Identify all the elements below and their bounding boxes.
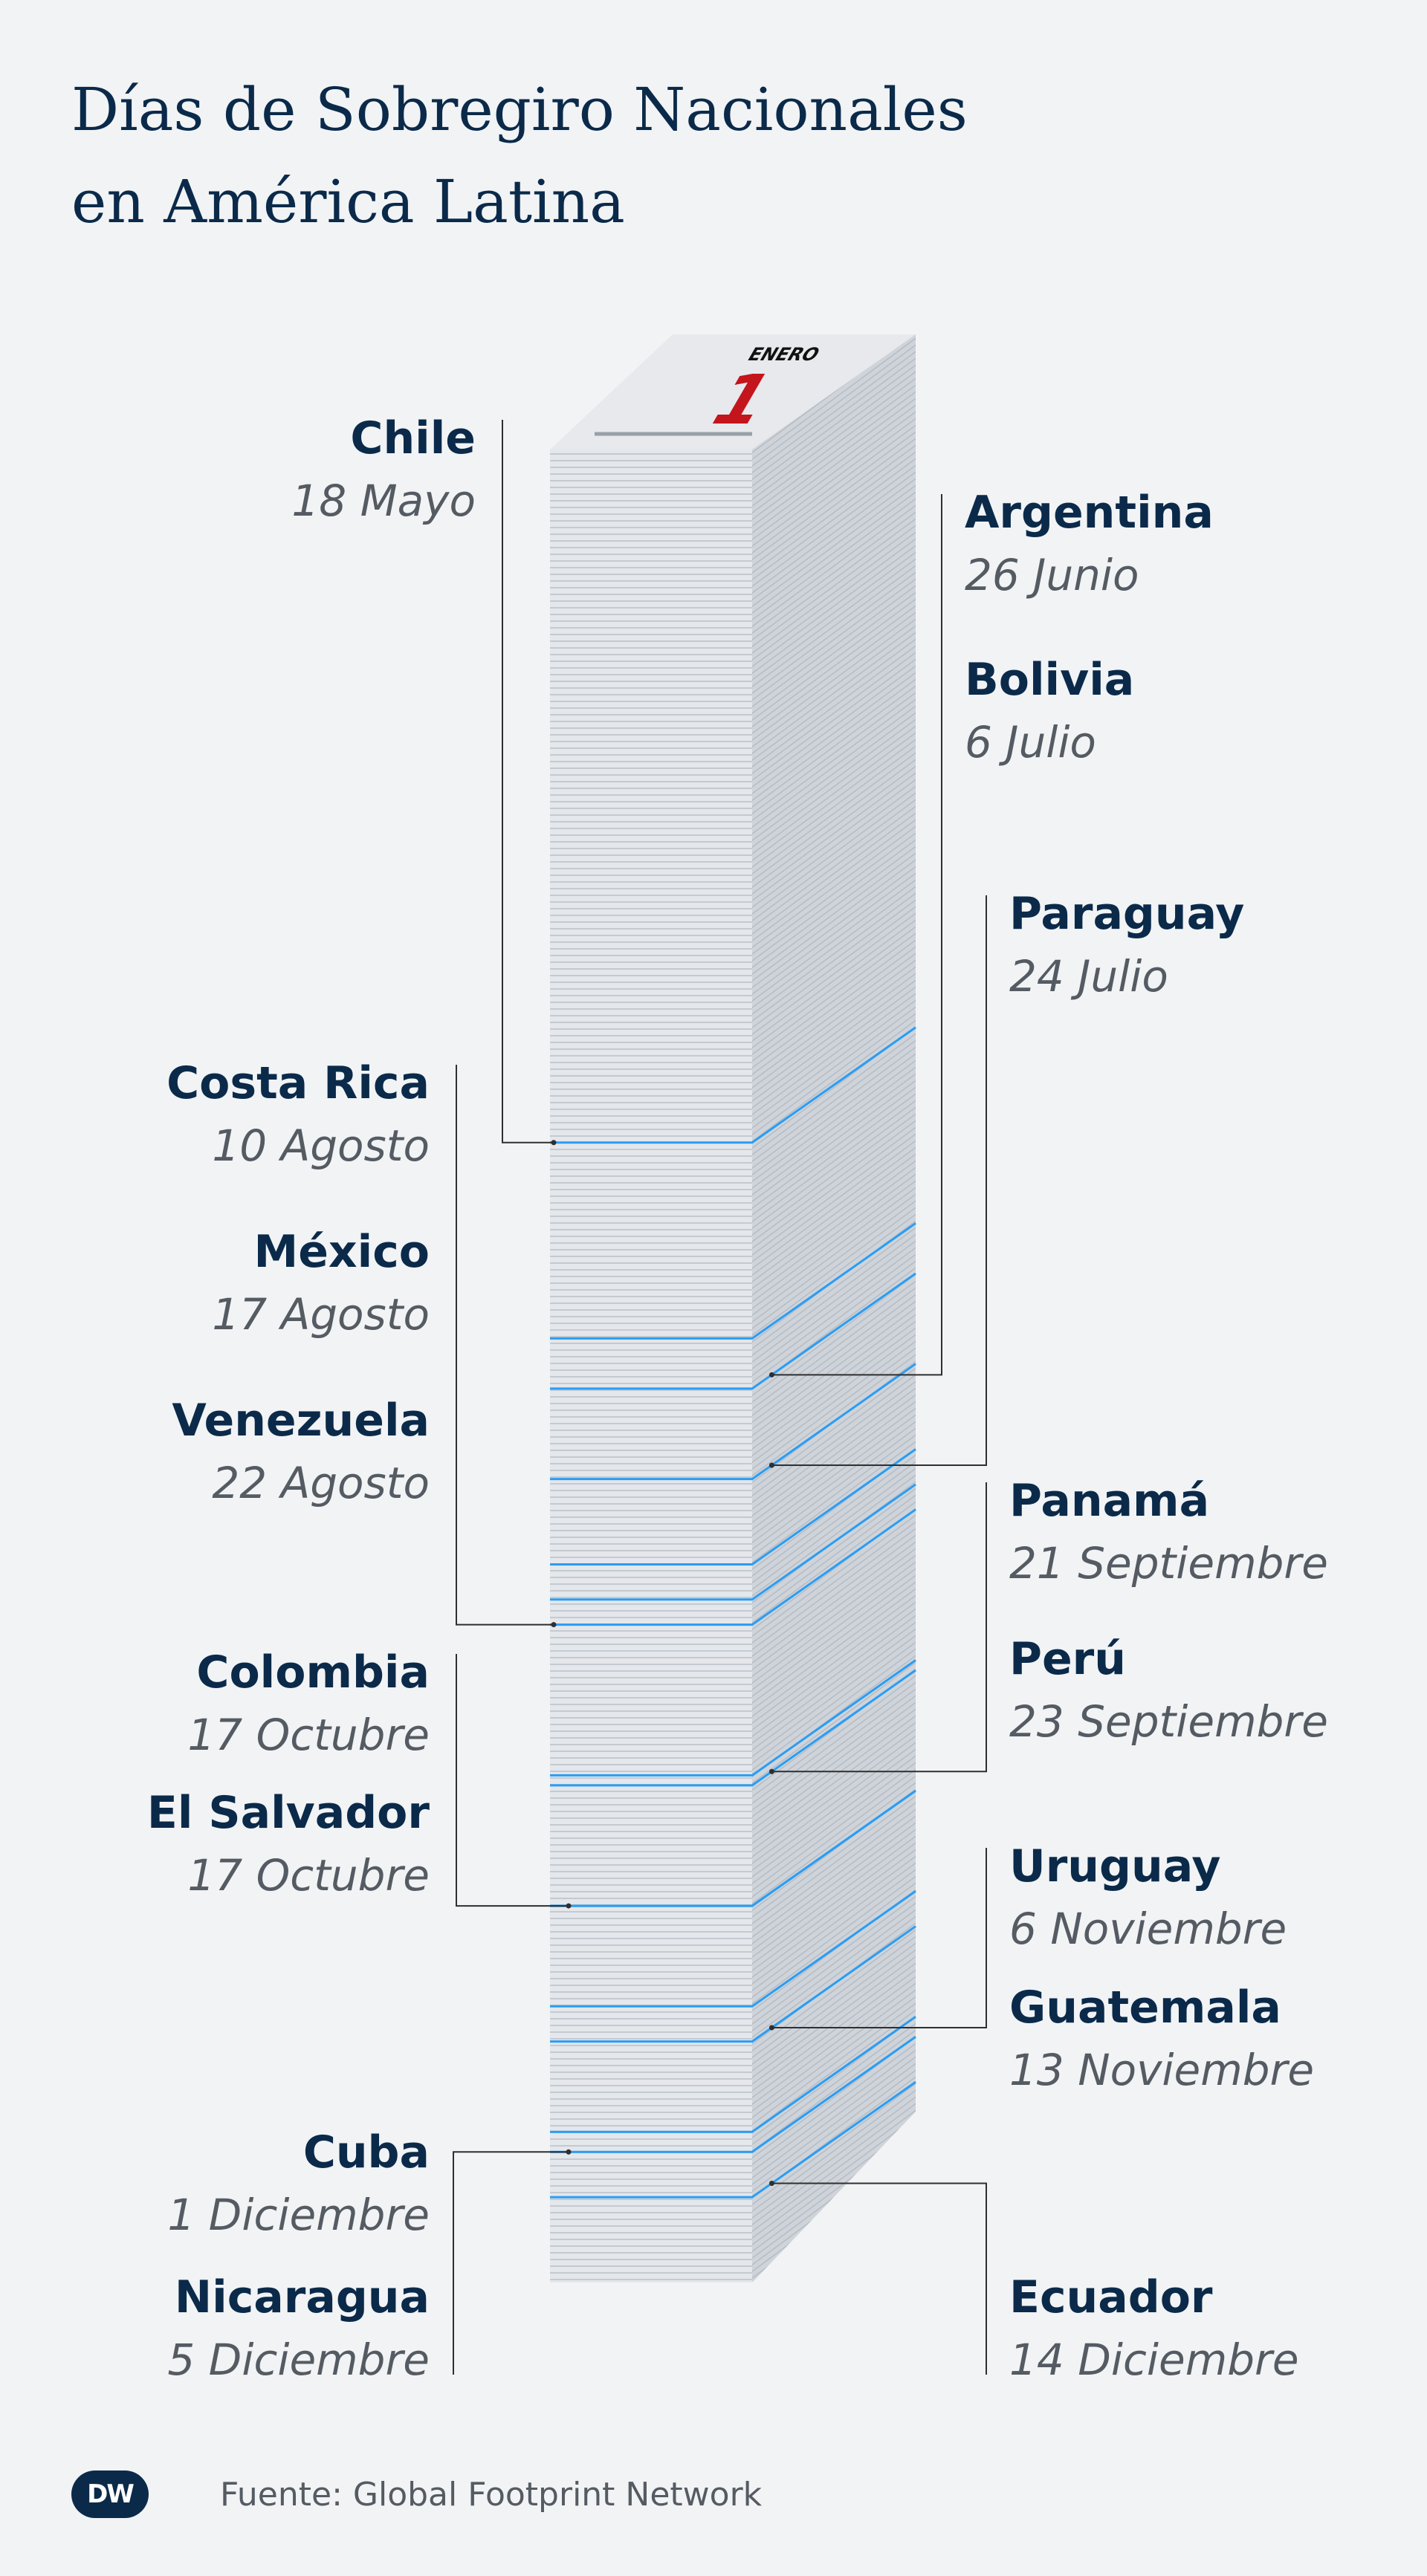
- marker-line-panama: [550, 1659, 916, 1777]
- marker-line-costa-rica: [550, 1448, 916, 1566]
- label-mexico-date: 17 Agosto: [212, 1289, 430, 1340]
- label-bolivia-country: Bolivia: [965, 654, 1134, 706]
- label-chile-date: 18 Mayo: [291, 476, 476, 526]
- label-ecuador-country: Ecuador: [1009, 2271, 1213, 2323]
- label-nicaragua-date: 5 Diciembre: [167, 2335, 430, 2385]
- label-colombia-date: 17 Octubre: [187, 1710, 430, 1760]
- leader-dot-panama: [768, 1768, 774, 1774]
- footer: DW Fuente: Global Footprint Network: [71, 2467, 762, 2522]
- leader-line-paraguay: [771, 895, 987, 1466]
- label-panama-date: 21 Septiembre: [1009, 1538, 1328, 1589]
- label-paraguay-date: 24 Julio: [1009, 951, 1168, 1002]
- leader-line-ecuador: [771, 2182, 987, 2375]
- marker-line-peru: [550, 1669, 916, 1787]
- leader-line-argentina: [771, 494, 942, 1376]
- page-stack: ENERO 1: [550, 334, 916, 2283]
- label-paraguay-country: Paraguay: [1009, 888, 1244, 940]
- label-peru-date: 23 Septiembre: [1009, 1696, 1328, 1747]
- dw-logo: DW: [71, 2470, 149, 2518]
- leader-line-uruguay: [771, 1848, 987, 2028]
- label-costa-rica-country: Costa Rica: [166, 1057, 430, 1109]
- leader-dot-cuba: [566, 2149, 572, 2155]
- label-costa-rica-date: 10 Agosto: [212, 1120, 430, 1171]
- stack-top-face: [550, 334, 916, 450]
- marker-line-guatemala: [550, 1925, 916, 2043]
- country-labels-group: Chile 18 Mayo Argentina 26 Junio Bolivia…: [147, 412, 1328, 2385]
- label-bolivia-date: 6 Julio: [965, 717, 1096, 768]
- title-line-2: en América Latina: [71, 167, 625, 236]
- marker-line-venezuela: [550, 1508, 916, 1626]
- label-venezuela-country: Venezuela: [172, 1395, 430, 1447]
- label-mexico-country: México: [254, 1226, 430, 1278]
- calendar-month: ENERO: [743, 345, 823, 366]
- label-uruguay-date: 6 Noviembre: [1009, 1904, 1287, 1954]
- stack-front-face: [550, 450, 752, 2283]
- leader-dot-costa-rica: [551, 1622, 557, 1628]
- title-line-1: Días de Sobregiro Nacionales: [71, 75, 968, 144]
- leader-line-costa-rica: [456, 1065, 554, 1626]
- marker-line-mexico: [550, 1483, 916, 1601]
- label-ecuador-date: 14 Diciembre: [1009, 2335, 1299, 2385]
- leader-dot-chile: [551, 1140, 557, 1146]
- stack-right-face: [752, 334, 916, 2283]
- label-cuba-date: 1 Diciembre: [167, 2190, 430, 2240]
- label-argentina-country: Argentina: [965, 487, 1214, 539]
- leader-dot-colombia: [566, 1903, 572, 1909]
- label-guatemala-country: Guatemala: [1009, 1982, 1281, 2034]
- label-panama-country: Panamá: [1009, 1475, 1209, 1527]
- marker-line-bolivia: [550, 1272, 916, 1390]
- source-note: Fuente: Global Footprint Network: [220, 2475, 763, 2514]
- leader-dot-uruguay: [768, 2025, 774, 2031]
- page-title: Días de Sobregiro Nacionales en América …: [71, 64, 1335, 248]
- label-chile-country: Chile: [350, 412, 476, 464]
- leader-dot-argentina: [768, 1372, 774, 1378]
- leader-line-colombia: [456, 1654, 569, 1907]
- marker-line-chile: [550, 1026, 916, 1144]
- leader-line-panama: [771, 1482, 987, 1773]
- marker-line-el-salvador: [550, 1789, 916, 1907]
- label-cuba-country: Cuba: [303, 2126, 430, 2178]
- leader-dot-paraguay: [768, 1462, 774, 1468]
- marker-lines-group: [550, 1026, 916, 2199]
- marker-line-paraguay: [550, 1363, 916, 1481]
- label-venezuela-date: 22 Agosto: [212, 1458, 430, 1508]
- marker-line-uruguay: [550, 1890, 916, 2008]
- marker-line-argentina: [550, 1222, 916, 1340]
- label-peru-country: Perú: [1009, 1633, 1126, 1685]
- marker-line-nicaragua: [550, 2036, 916, 2153]
- label-nicaragua-country: Nicaragua: [175, 2271, 430, 2323]
- label-colombia-country: Colombia: [196, 1647, 430, 1699]
- leader-line-cuba: [453, 2151, 569, 2375]
- leader-line-chile: [502, 420, 554, 1143]
- label-argentina-date: 26 Junio: [965, 550, 1139, 600]
- leader-dot-ecuador: [768, 2180, 774, 2186]
- label-el-salvador-country: El Salvador: [147, 1787, 430, 1839]
- marker-line-ecuador: [550, 2080, 916, 2199]
- label-uruguay-country: Uruguay: [1009, 1840, 1220, 1892]
- label-el-salvador-date: 17 Octubre: [187, 1850, 430, 1901]
- leader-lines-group: [453, 420, 987, 2375]
- marker-line-cuba: [550, 2016, 916, 2133]
- label-guatemala-date: 13 Noviembre: [1009, 2045, 1314, 2095]
